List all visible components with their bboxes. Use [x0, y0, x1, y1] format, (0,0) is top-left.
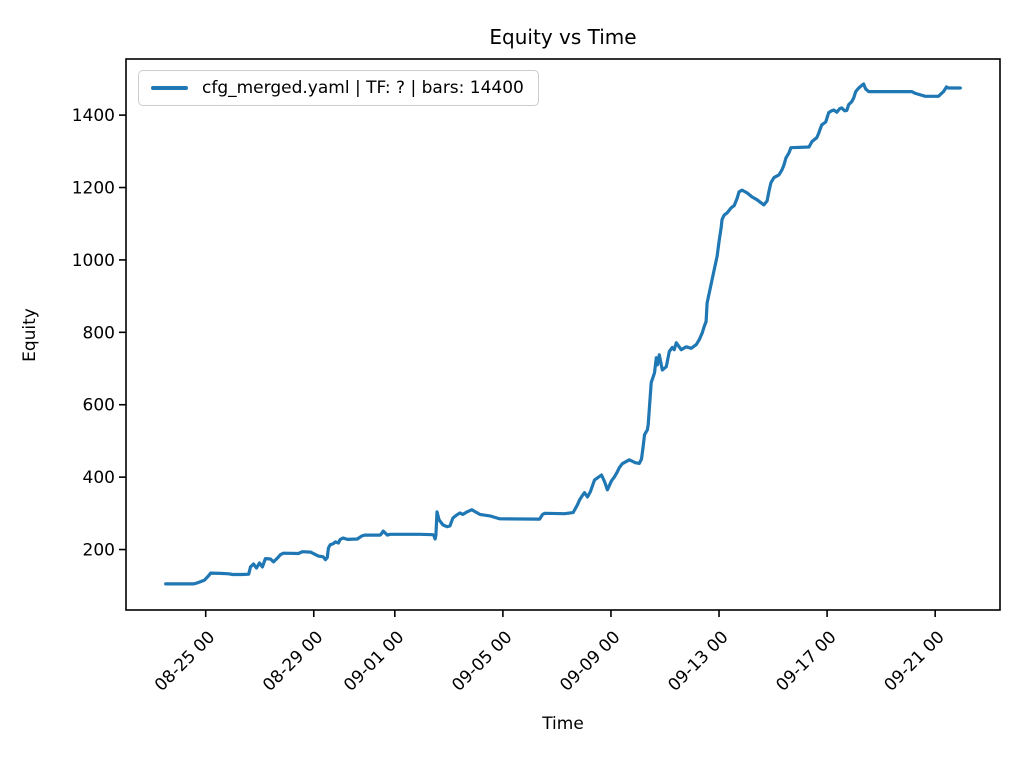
y-tick-label: 1200 [72, 179, 115, 199]
y-axis-label-wrap: Equity [12, 59, 48, 610]
x-tick-label: 09-13 00 [664, 627, 732, 695]
legend-series-label: cfg_merged.yaml | TF: ? | bars: 14400 [202, 78, 524, 98]
y-tick-label: 600 [83, 396, 115, 416]
equity-curve [164, 82, 962, 586]
x-tick-label: 09-17 00 [772, 627, 840, 695]
x-tick-label: 09-05 00 [448, 627, 516, 695]
y-tick-label: 200 [83, 541, 115, 561]
y-tick-label: 1000 [72, 251, 115, 271]
y-tick-label: 800 [83, 323, 115, 343]
x-axis-label: Time [542, 714, 584, 734]
x-tick-label: 08-25 00 [151, 627, 219, 695]
y-tick-label: 1400 [72, 106, 115, 126]
x-tick-label: 09-09 00 [556, 627, 624, 695]
axes-spines [125, 58, 1001, 611]
legend-line-swatch [151, 86, 188, 90]
y-tick-label: 400 [83, 468, 115, 488]
x-tick-label: 08-29 00 [259, 627, 327, 695]
x-tick-label: 09-21 00 [881, 627, 949, 695]
y-axis-label: Equity [20, 307, 41, 362]
chart-title: Equity vs Time [489, 25, 637, 49]
legend: cfg_merged.yaml | TF: ? | bars: 14400 [138, 70, 539, 106]
x-tick-label: 09-01 00 [340, 627, 408, 695]
